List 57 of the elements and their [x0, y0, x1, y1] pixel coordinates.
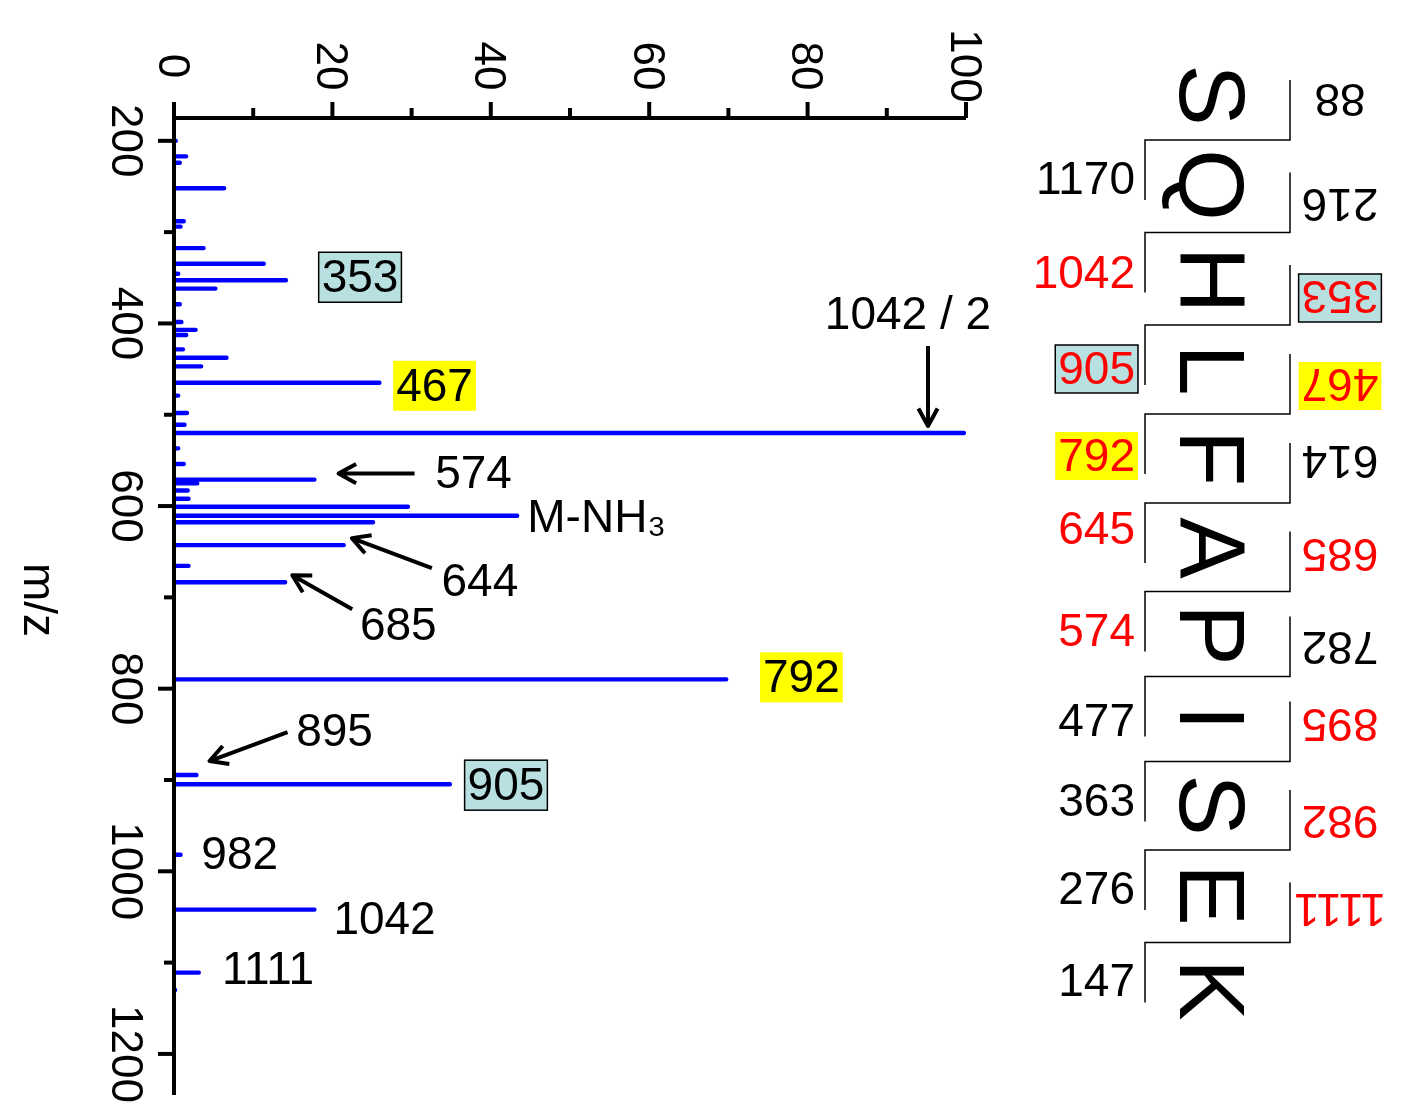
y-tick-label: 1200	[102, 1004, 152, 1103]
text: 782	[1301, 622, 1379, 674]
text: 363	[1058, 774, 1135, 826]
annotation: 1042 / 2	[824, 287, 992, 340]
text: 353	[1301, 271, 1379, 323]
text: Q	[1161, 149, 1263, 221]
annotation: 982	[201, 826, 279, 879]
x-tick-label: 0	[149, 53, 199, 79]
y-tick-label: 200	[102, 104, 152, 178]
annotation: 895	[296, 704, 373, 757]
text: 614	[1301, 436, 1379, 488]
text: 1111	[1293, 884, 1387, 936]
text: F	[1161, 429, 1263, 487]
text: K	[1161, 959, 1263, 1021]
text: P	[1161, 604, 1263, 666]
annotation: 574	[435, 445, 512, 498]
text: 645	[1058, 502, 1135, 554]
text: 792	[1058, 429, 1135, 481]
text: 147	[1058, 954, 1135, 1006]
x-tick-label: 60	[624, 41, 674, 91]
text: L	[1161, 344, 1263, 396]
y-axis-title: m/z	[14, 562, 66, 638]
annotation: 1111	[221, 941, 314, 994]
text: 276	[1058, 862, 1135, 914]
text: E	[1161, 864, 1263, 926]
annotation: 905	[467, 758, 545, 811]
text: 216	[1301, 179, 1379, 231]
annotation: 792	[763, 650, 840, 703]
annotation: 1042	[333, 891, 436, 944]
annotation: 644	[441, 554, 519, 607]
text: I	[1161, 705, 1263, 731]
annotation: 467	[396, 358, 473, 411]
y-tick-label: 1000	[102, 822, 152, 921]
text: 895	[1301, 699, 1379, 751]
text: 574	[1058, 604, 1135, 656]
x-tick-label: 100	[941, 29, 991, 103]
text: 982	[1301, 796, 1379, 848]
text: 477	[1058, 694, 1135, 746]
text: 1170	[1036, 152, 1135, 204]
text: 685	[1301, 529, 1379, 581]
text: H	[1161, 246, 1263, 314]
y-tick-label: 400	[102, 286, 152, 361]
text: 467	[1301, 359, 1379, 411]
y-tick-label: 800	[102, 651, 152, 726]
text: S	[1161, 64, 1263, 126]
annotation: 353	[321, 250, 399, 303]
x-tick-label: 80	[783, 41, 833, 91]
text: 905	[1058, 342, 1135, 394]
x-tick-label: 40	[466, 41, 516, 91]
y-tick-label: 600	[102, 469, 152, 543]
text: 1042	[1032, 246, 1135, 298]
annotation: M-NH₃	[527, 489, 667, 542]
text: 88	[1314, 74, 1366, 126]
annotation: 685	[359, 598, 437, 651]
text: S	[1161, 774, 1263, 836]
x-tick-label: 20	[307, 41, 357, 91]
text: A	[1161, 517, 1263, 580]
